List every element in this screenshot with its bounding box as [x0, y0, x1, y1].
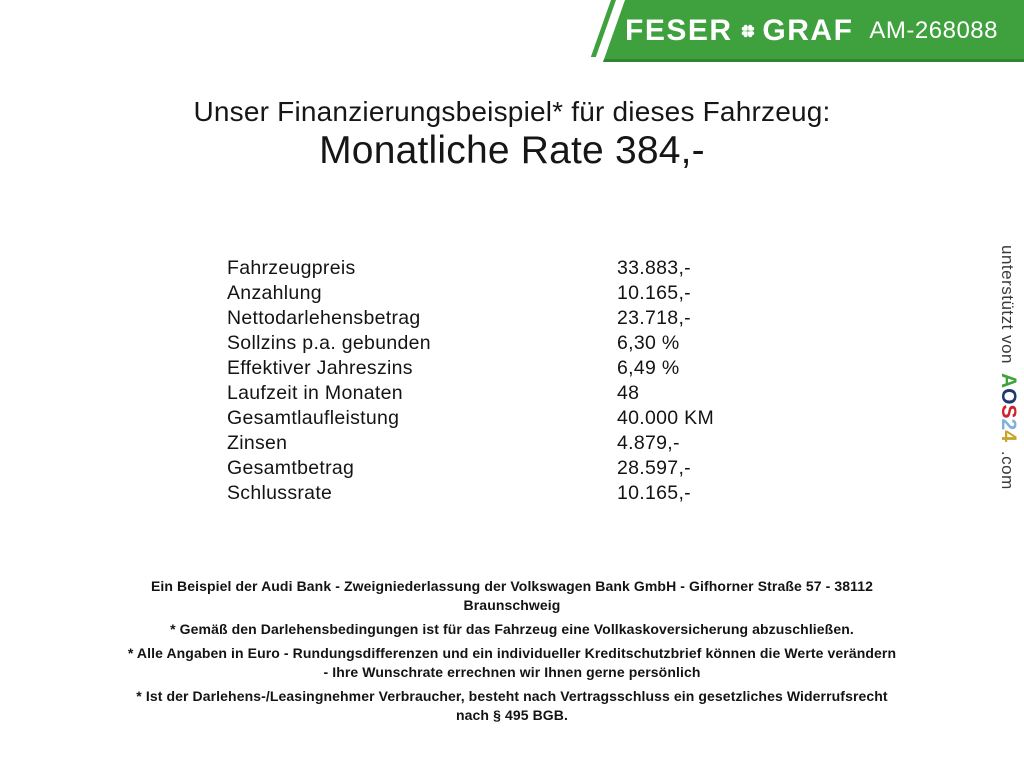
dealer-banner-content: FESER GRAF AM-268088 [625, 0, 1024, 62]
row-value: 23.718,- [617, 307, 691, 329]
row-label: Anzahlung [227, 282, 322, 304]
logo-letter: A [997, 373, 1020, 389]
row-label: Gesamtbetrag [227, 457, 355, 479]
monthly-rate-heading: Monatliche Rate 384,- [319, 129, 705, 172]
logo-letter: O [997, 388, 1020, 405]
table-row: Zinsen 4.879,- [227, 431, 714, 456]
table-row: Laufzeit in Monaten 48 [227, 381, 714, 406]
row-label: Gesamtlaufleistung [227, 407, 400, 429]
legal-paragraph: * Alle Angaben in Euro - Rundungsdiffere… [127, 645, 897, 680]
row-label: Zinsen [227, 432, 288, 454]
brand-feser: FESER [625, 14, 733, 47]
aos24-logo: AOS24 [997, 373, 1020, 442]
brand-graf: GRAF [762, 14, 854, 47]
table-row: Gesamtlaufleistung 40.000 KM [227, 406, 714, 431]
logo-letter: 2 [997, 418, 1020, 431]
table-row: Sollzins p.a. gebunden 6,30 % [227, 331, 714, 356]
finance-table: Fahrzeugpreis 33.883,- Anzahlung 10.165,… [227, 256, 714, 506]
row-value: 40.000 KM [617, 407, 715, 429]
row-label: Sollzins p.a. gebunden [227, 332, 431, 354]
row-label: Laufzeit in Monaten [227, 382, 403, 404]
row-value: 6,30 % [617, 332, 680, 354]
row-label: Nettodarlehensbetrag [227, 307, 421, 329]
table-row: Schlussrate 10.165,- [227, 481, 714, 506]
supported-by-credit: unterstützt von AOS24 .com [996, 245, 1020, 490]
row-value: 10.165,- [617, 282, 691, 304]
credit-prefix: unterstützt von [998, 245, 1017, 365]
table-row: Effektiver Jahreszins 6,49 % [227, 356, 714, 381]
row-value: 33.883,- [617, 257, 691, 279]
legal-paragraph: * Ist der Darlehens-/Leasingnehmer Verbr… [136, 688, 888, 723]
row-value: 6,49 % [617, 357, 680, 379]
financing-intro-heading: Unser Finanzierungsbeispiel* für dieses … [193, 96, 831, 127]
row-label: Schlussrate [227, 482, 333, 504]
credit-suffix: .com [998, 450, 1017, 490]
table-row: Fahrzeugpreis 33.883,- [227, 256, 714, 281]
table-row: Gesamtbetrag 28.597,- [227, 456, 714, 481]
legal-fine-print: Ein Beispiel der Audi Bank - Zweignieder… [0, 577, 1024, 730]
table-row: Nettodarlehensbetrag 23.718,- [227, 306, 714, 331]
legal-paragraph: * Gemäß den Darlehensbedingungen ist für… [170, 621, 854, 637]
logo-letter: 4 [997, 430, 1020, 442]
row-label: Fahrzeugpreis [227, 257, 356, 279]
four-leaf-clover-icon [741, 24, 754, 38]
row-label: Effektiver Jahreszins [227, 357, 413, 379]
legal-paragraph: Ein Beispiel der Audi Bank - Zweignieder… [150, 578, 874, 613]
logo-letter: S [997, 404, 1020, 419]
row-value: 4.879,- [617, 432, 680, 454]
row-value: 28.597,- [617, 457, 691, 479]
table-row: Anzahlung 10.165,- [227, 281, 714, 306]
row-value: 48 [617, 382, 640, 404]
vehicle-id: AM-268088 [869, 17, 998, 44]
row-value: 10.165,- [617, 482, 691, 504]
